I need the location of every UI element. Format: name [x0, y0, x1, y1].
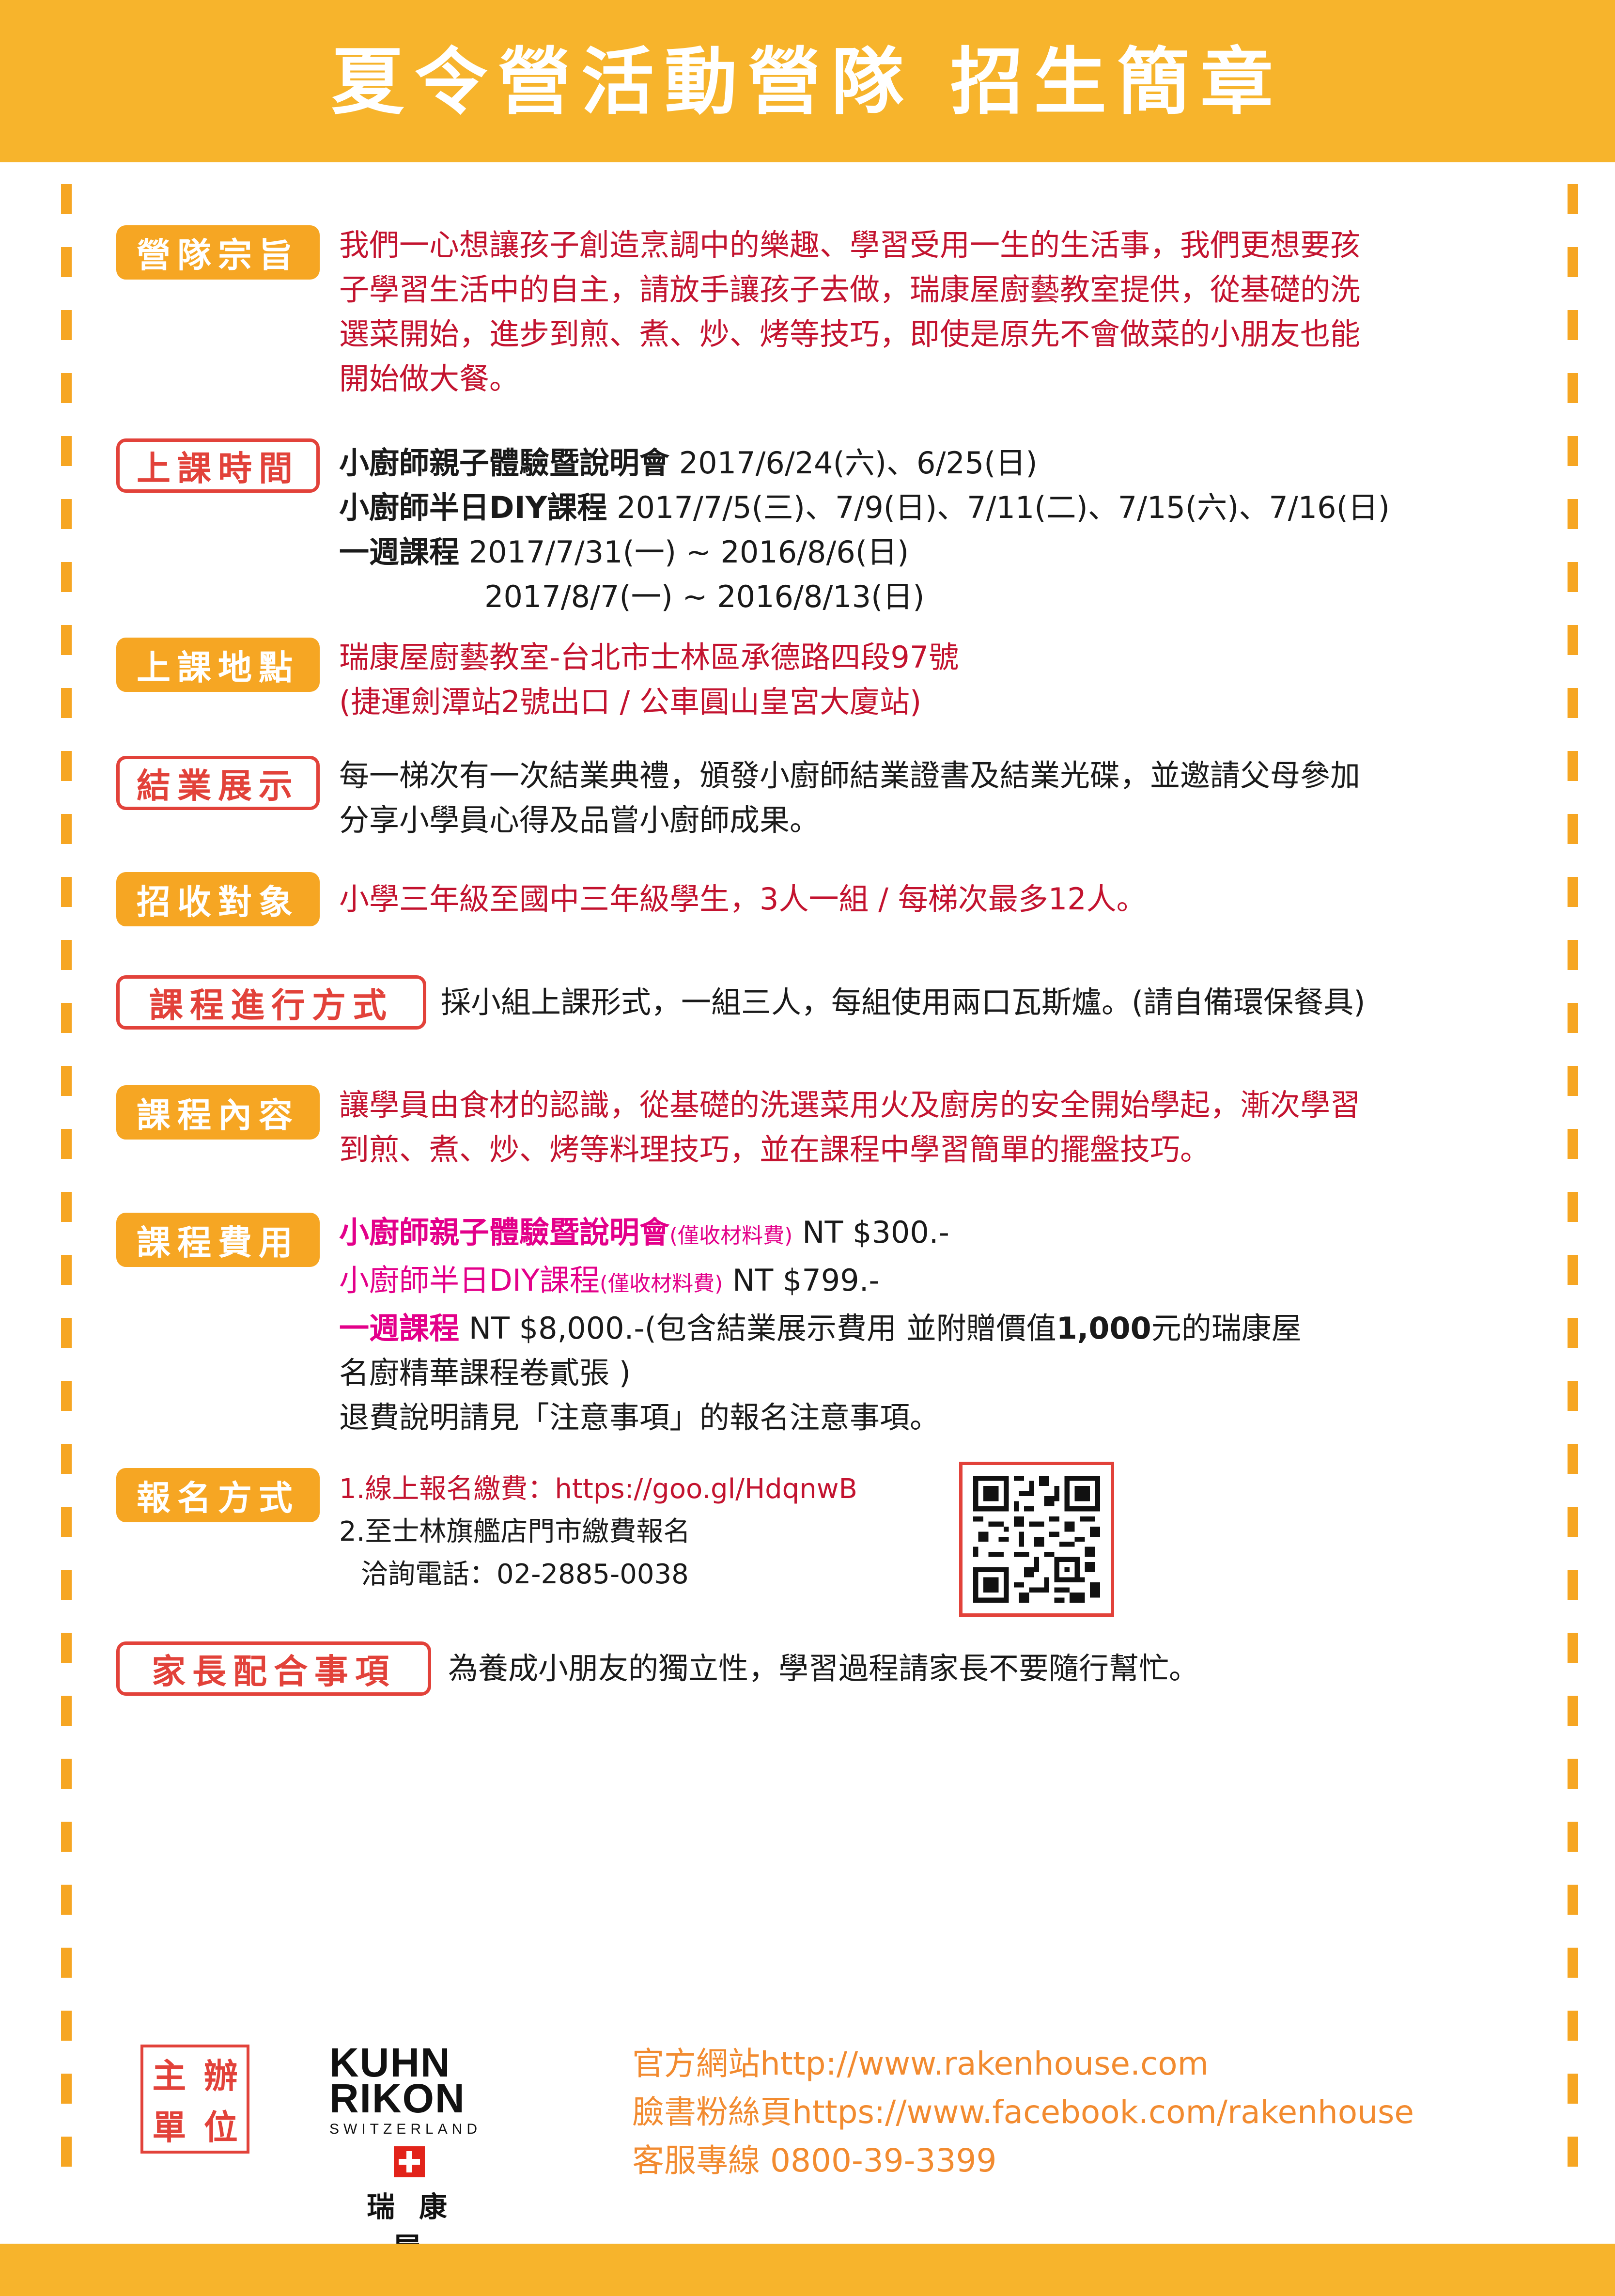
section-body: 小廚師親子體驗暨說明會(僅收材料費) NT $300.- 小廚師半日DIY課程(… — [339, 1215, 1302, 1435]
section-body: 採小組上課形式，一組三人，每組使用兩口瓦斯爐。(請自備環保餐具) — [441, 984, 1366, 1020]
section-label: 課程內容 — [116, 1085, 320, 1140]
section-body: 小廚師親子體驗暨說明會 2017/6/24(六)、6/25(日) 小廚師半日DI… — [339, 445, 1390, 614]
section-label: 上課地點 — [116, 638, 320, 692]
section-label: 家長配合事項 — [116, 1641, 431, 1696]
host-unit-label: 主 辦 單 位 — [140, 2045, 249, 2154]
section-label: 報名方式 — [116, 1468, 320, 1522]
contact-info: 官方網站http://www.rakenhouse.com 臉書粉絲頁https… — [632, 2040, 1414, 2185]
section-body: 瑞康屋廚藝教室-台北市士林區承德路四段97號 (捷運劍潭站2號出口 / 公車圓山… — [339, 640, 959, 719]
section-body: 1.線上報名繳費：https://goo.gl/HdqnwB 2.至士林旗艦店門… — [339, 1468, 857, 1596]
website-link[interactable]: 官方網站http://www.rakenhouse.com — [632, 2045, 1209, 2082]
left-dashed-border — [61, 184, 72, 2195]
section-body: 每一梯次有一次結業典禮，頒發小廚師結業證書及結業光碟，並邀請父母參加 分享小學員… — [339, 758, 1361, 838]
section-label: 招收對象 — [116, 872, 320, 926]
section-body: 為養成小朋友的獨立性，學習過程請家長不要隨行幫忙。 — [448, 1651, 1199, 1686]
qr-code-icon — [973, 1476, 1100, 1603]
section-label: 課程費用 — [116, 1213, 320, 1267]
facebook-link[interactable]: 臉書粉絲頁https://www.facebook.com/rakenhouse — [632, 2093, 1414, 2131]
section-label: 上課時間 — [116, 438, 320, 493]
section-body: 我們一心想讓孩子創造烹調中的樂趣、學習受用一生的生活事，我們更想要孩 子學習生活… — [339, 227, 1361, 396]
header-banner: 夏令營活動營隊 招生簡章 — [0, 0, 1615, 162]
footer-bar — [0, 2244, 1615, 2296]
section-label: 結業展示 — [116, 756, 320, 810]
kuhn-rikon-logo: KUHN RIKON SWITZERLAND 瑞康屋 — [329, 2040, 482, 2264]
section-body: 讓學員由食材的認識，從基礎的洗選菜用火及廚房的安全開始學起，漸次學習 到煎、煮、… — [339, 1087, 1361, 1167]
page-title: 夏令營活動營隊 招生簡章 — [331, 40, 1284, 125]
right-dashed-border — [1568, 184, 1578, 2195]
swiss-cross-icon — [394, 2146, 425, 2177]
hotline: 客服專線 0800-39-3399 — [632, 2142, 997, 2179]
section-label: 營隊宗旨 — [116, 225, 320, 280]
registration-link[interactable]: 1.線上報名繳費：https://goo.gl/HdqnwB — [339, 1473, 857, 1505]
qr-code[interactable] — [959, 1462, 1114, 1617]
section-body: 小學三年級至國中三年級學生，3人一組 / 每梯次最多12人。 — [339, 881, 1147, 917]
section-label: 課程進行方式 — [116, 975, 426, 1030]
